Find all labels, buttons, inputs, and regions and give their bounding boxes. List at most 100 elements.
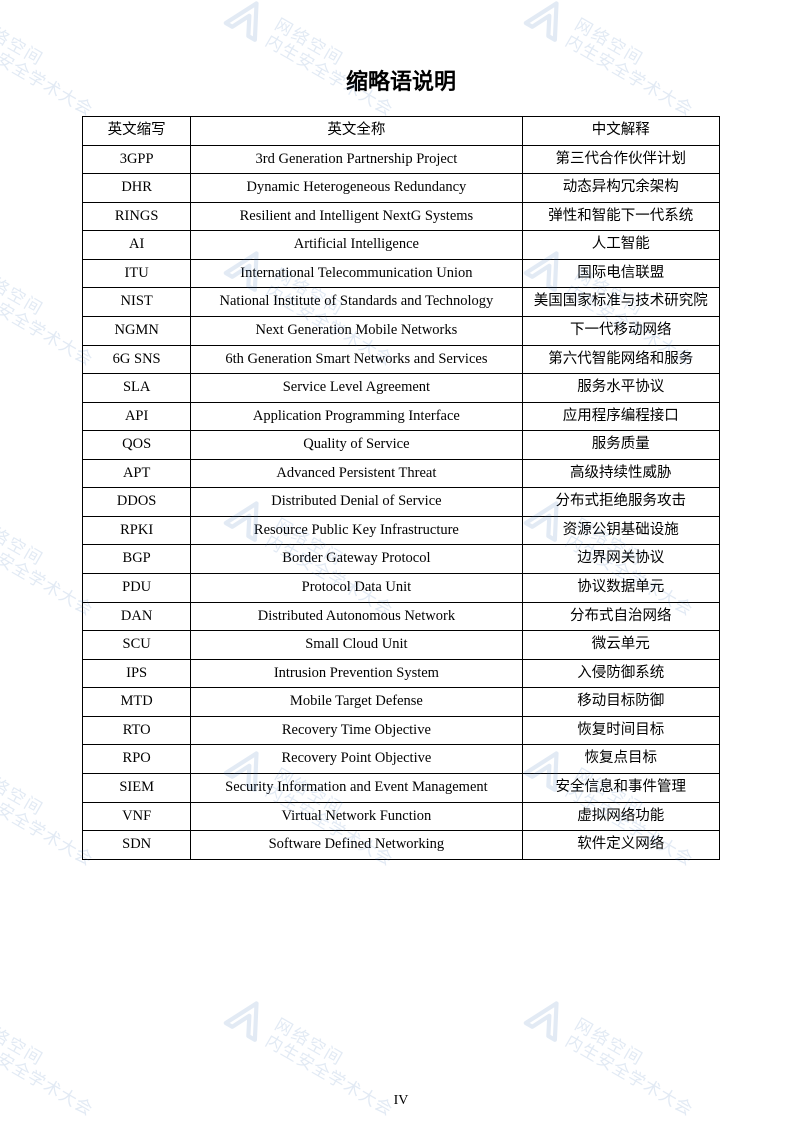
cell-cn: 资源公钥基础设施	[522, 516, 719, 545]
table-row: SDNSoftware Defined Networking软件定义网络	[83, 831, 720, 860]
table-row: RTORecovery Time Objective恢复时间目标	[83, 716, 720, 745]
cell-full: Protocol Data Unit	[191, 574, 522, 603]
cell-abbr: RPKI	[83, 516, 191, 545]
cell-cn: 安全信息和事件管理	[522, 773, 719, 802]
cell-full: Software Defined Networking	[191, 831, 522, 860]
table-row: DDOSDistributed Denial of Service分布式拒绝服务…	[83, 488, 720, 517]
table-row: ITUInternational Telecommunication Union…	[83, 259, 720, 288]
cell-full: Service Level Agreement	[191, 374, 522, 403]
cell-abbr: SDN	[83, 831, 191, 860]
cell-abbr: 6G SNS	[83, 345, 191, 374]
cell-cn: 恢复时间目标	[522, 716, 719, 745]
cell-full: Resource Public Key Infrastructure	[191, 516, 522, 545]
cell-full: Mobile Target Defense	[191, 688, 522, 717]
cell-full: Distributed Denial of Service	[191, 488, 522, 517]
cell-cn: 移动目标防御	[522, 688, 719, 717]
cell-full: Small Cloud Unit	[191, 631, 522, 660]
cell-abbr: QOS	[83, 431, 191, 460]
cell-cn: 下一代移动网络	[522, 316, 719, 345]
cell-abbr: NGMN	[83, 316, 191, 345]
cell-abbr: DHR	[83, 174, 191, 203]
cell-cn: 人工智能	[522, 231, 719, 260]
cell-abbr: IPS	[83, 659, 191, 688]
cell-full: Next Generation Mobile Networks	[191, 316, 522, 345]
cell-abbr: NIST	[83, 288, 191, 317]
table-row: NGMNNext Generation Mobile Networks下一代移动…	[83, 316, 720, 345]
table-body: 3GPP3rd Generation Partnership Project第三…	[83, 145, 720, 859]
cell-abbr: MTD	[83, 688, 191, 717]
cell-abbr: DDOS	[83, 488, 191, 517]
table-row: BGPBorder Gateway Protocol边界网关协议	[83, 545, 720, 574]
cell-abbr: PDU	[83, 574, 191, 603]
table-row: NISTNational Institute of Standards and …	[83, 288, 720, 317]
cell-abbr: API	[83, 402, 191, 431]
cell-full: 3rd Generation Partnership Project	[191, 145, 522, 174]
table-row: DHRDynamic Heterogeneous Redundancy动态异构冗…	[83, 174, 720, 203]
cell-full: National Institute of Standards and Tech…	[191, 288, 522, 317]
table-row: PDUProtocol Data Unit协议数据单元	[83, 574, 720, 603]
table-row: APTAdvanced Persistent Threat高级持续性威胁	[83, 459, 720, 488]
table-row: VNFVirtual Network Function虚拟网络功能	[83, 802, 720, 831]
cell-abbr: DAN	[83, 602, 191, 631]
cell-abbr: VNF	[83, 802, 191, 831]
cell-cn: 第三代合作伙伴计划	[522, 145, 719, 174]
cell-full: Recovery Point Objective	[191, 745, 522, 774]
page-number: IV	[0, 1093, 802, 1109]
table-row: SCUSmall Cloud Unit微云单元	[83, 631, 720, 660]
cell-full: Advanced Persistent Threat	[191, 459, 522, 488]
cell-cn: 应用程序编程接口	[522, 402, 719, 431]
cell-abbr: SLA	[83, 374, 191, 403]
table-row: DANDistributed Autonomous Network分布式自治网络	[83, 602, 720, 631]
cell-abbr: APT	[83, 459, 191, 488]
cell-full: 6th Generation Smart Networks and Servic…	[191, 345, 522, 374]
cell-cn: 服务水平协议	[522, 374, 719, 403]
table-row: MTDMobile Target Defense移动目标防御	[83, 688, 720, 717]
cell-full: Intrusion Prevention System	[191, 659, 522, 688]
cell-cn: 软件定义网络	[522, 831, 719, 860]
col-header-abbr: 英文缩写	[83, 117, 191, 146]
table-row: 3GPP3rd Generation Partnership Project第三…	[83, 145, 720, 174]
table-row: APIApplication Programming Interface应用程序…	[83, 402, 720, 431]
table-row: QOSQuality of Service服务质量	[83, 431, 720, 460]
cell-abbr: RTO	[83, 716, 191, 745]
cell-full: Quality of Service	[191, 431, 522, 460]
cell-full: Resilient and Intelligent NextG Systems	[191, 202, 522, 231]
cell-cn: 恢复点目标	[522, 745, 719, 774]
cell-full: Virtual Network Function	[191, 802, 522, 831]
cell-abbr: SIEM	[83, 773, 191, 802]
cell-cn: 国际电信联盟	[522, 259, 719, 288]
page: 缩略语说明 英文缩写 英文全称 中文解释 3GPP3rd Generation …	[0, 0, 802, 1133]
cell-cn: 协议数据单元	[522, 574, 719, 603]
col-header-cn: 中文解释	[522, 117, 719, 146]
cell-full: Security Information and Event Managemen…	[191, 773, 522, 802]
col-header-full: 英文全称	[191, 117, 522, 146]
cell-abbr: RINGS	[83, 202, 191, 231]
cell-full: Dynamic Heterogeneous Redundancy	[191, 174, 522, 203]
cell-full: Distributed Autonomous Network	[191, 602, 522, 631]
abbreviation-table: 英文缩写 英文全称 中文解释 3GPP3rd Generation Partne…	[82, 116, 720, 860]
cell-full: International Telecommunication Union	[191, 259, 522, 288]
cell-abbr: AI	[83, 231, 191, 260]
cell-cn: 入侵防御系统	[522, 659, 719, 688]
cell-abbr: ITU	[83, 259, 191, 288]
cell-full: Recovery Time Objective	[191, 716, 522, 745]
cell-cn: 分布式自治网络	[522, 602, 719, 631]
table-row: SLAService Level Agreement服务水平协议	[83, 374, 720, 403]
cell-abbr: RPO	[83, 745, 191, 774]
cell-cn: 边界网关协议	[522, 545, 719, 574]
cell-cn: 微云单元	[522, 631, 719, 660]
cell-full: Application Programming Interface	[191, 402, 522, 431]
cell-cn: 弹性和智能下一代系统	[522, 202, 719, 231]
table-row: AIArtificial Intelligence人工智能	[83, 231, 720, 260]
cell-cn: 动态异构冗余架构	[522, 174, 719, 203]
cell-abbr: BGP	[83, 545, 191, 574]
table-header-row: 英文缩写 英文全称 中文解释	[83, 117, 720, 146]
page-title: 缩略语说明	[82, 64, 720, 96]
cell-cn: 服务质量	[522, 431, 719, 460]
cell-cn: 第六代智能网络和服务	[522, 345, 719, 374]
table-row: 6G SNS6th Generation Smart Networks and …	[83, 345, 720, 374]
cell-abbr: 3GPP	[83, 145, 191, 174]
cell-full: Border Gateway Protocol	[191, 545, 522, 574]
table-row: RINGSResilient and Intelligent NextG Sys…	[83, 202, 720, 231]
cell-cn: 美国国家标准与技术研究院	[522, 288, 719, 317]
